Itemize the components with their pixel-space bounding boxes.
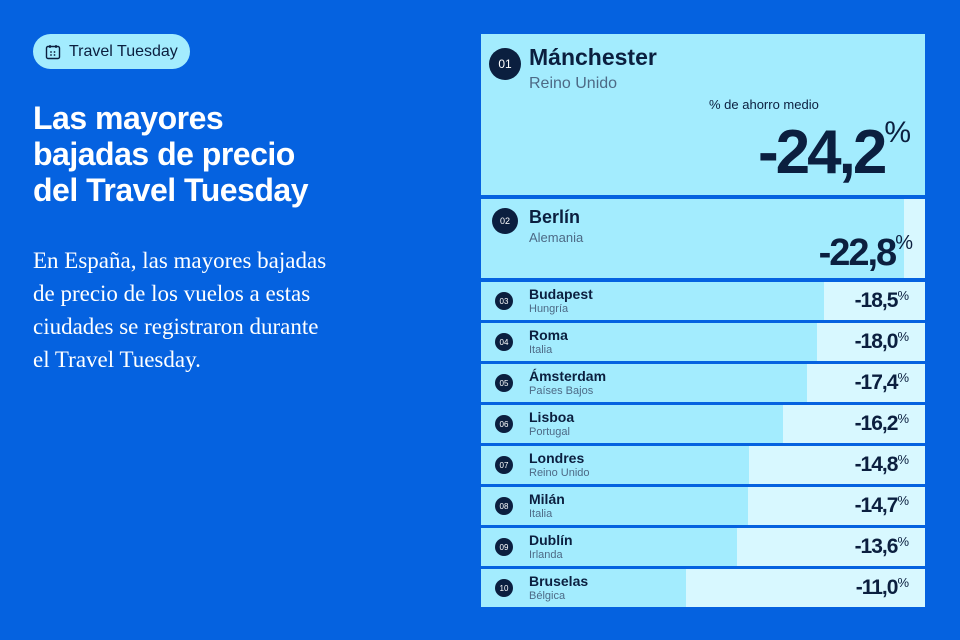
- city-name: Mánchester: [529, 44, 657, 70]
- title-line: bajadas de precio: [33, 136, 295, 172]
- city-name: Lisboa: [529, 409, 575, 425]
- country-name: Bélgica: [529, 590, 566, 602]
- rank-badge: 08: [495, 497, 513, 515]
- bar-fill: [481, 364, 807, 402]
- city-name: Bruselas: [529, 573, 589, 589]
- title-line: del Travel Tuesday: [33, 172, 308, 208]
- savings-value: -22,8%: [818, 232, 913, 274]
- city-name: Budapest: [529, 286, 593, 302]
- city-name: Londres: [529, 450, 585, 466]
- savings-value: -14,8%: [854, 452, 909, 476]
- country-name: Alemania: [529, 230, 584, 245]
- rank-badge: 01: [489, 48, 521, 80]
- country-name: Reino Unido: [529, 75, 618, 92]
- description-line: ciudades se registraron durante: [33, 314, 319, 339]
- city-name: Ámsterdam: [529, 368, 607, 384]
- rank-badge: 07: [495, 456, 513, 474]
- travel-tuesday-tag: Travel Tuesday: [33, 34, 190, 69]
- rank-badge: 05: [495, 374, 513, 392]
- rank-badge: 02: [492, 208, 518, 234]
- rank-badge: 04: [495, 333, 513, 351]
- city-name: Roma: [529, 327, 568, 343]
- calendar-icon: [45, 44, 61, 59]
- rank-badge: 03: [495, 292, 513, 310]
- city-name: Milán: [529, 491, 565, 507]
- title-line: Las mayores: [33, 100, 224, 136]
- bar-fill: [481, 323, 817, 361]
- country-name: Irlanda: [529, 549, 563, 561]
- ranking-row: 07 Londres Reino Unido -14,8%: [481, 446, 925, 484]
- ranking-row: 06 Lisboa Portugal -16,2%: [481, 405, 925, 443]
- ranking-row: 08 Milán Italia -14,7%: [481, 487, 925, 525]
- description-line: de precio de los vuelos a estas: [33, 281, 311, 306]
- country-name: Portugal: [529, 426, 570, 438]
- country-name: Países Bajos: [529, 385, 594, 397]
- page-title: Las mayores bajadas de precio del Travel…: [33, 100, 433, 208]
- ranking-row: 05 Ámsterdam Países Bajos -17,4%: [481, 364, 925, 402]
- rank-badge: 10: [495, 579, 513, 597]
- ranking-row: 01 Mánchester Reino Unido % de ahorro me…: [481, 34, 925, 195]
- bar-fill: [481, 34, 925, 195]
- description: En España, las mayores bajadas de precio…: [33, 244, 433, 376]
- savings-value: -17,4%: [854, 370, 909, 394]
- savings-value: -13,6%: [854, 534, 909, 558]
- city-name: Dublín: [529, 532, 573, 548]
- rank-badge: 09: [495, 538, 513, 556]
- metric-label: % de ahorro medio: [709, 97, 819, 112]
- savings-value: -11,0%: [855, 575, 909, 599]
- bar-fill: [481, 487, 748, 525]
- description-line: el Travel Tuesday.: [33, 347, 201, 372]
- ranking-chart: 01 Mánchester Reino Unido % de ahorro me…: [479, 32, 927, 610]
- rank-badge: 06: [495, 415, 513, 433]
- tag-label: Travel Tuesday: [69, 42, 178, 60]
- city-name: Berlín: [529, 207, 581, 227]
- country-name: Reino Unido: [529, 467, 590, 479]
- bar-fill: [481, 569, 686, 607]
- ranking-row: 09 Dublín Irlanda -13,6%: [481, 528, 925, 566]
- country-name: Italia: [529, 508, 553, 520]
- bar-fill: [481, 528, 737, 566]
- bar-fill: [481, 405, 783, 443]
- bar-fill: [481, 199, 904, 278]
- country-name: Hungría: [529, 303, 569, 315]
- savings-value: -24,2%: [757, 116, 911, 187]
- country-name: Italia: [529, 344, 553, 356]
- savings-value: -18,0%: [854, 329, 909, 353]
- ranking-row: 10 Bruselas Bélgica -11,0%: [481, 569, 925, 607]
- savings-value: -16,2%: [854, 411, 909, 435]
- savings-value: -14,7%: [854, 493, 909, 517]
- ranking-row: 03 Budapest Hungría -18,5%: [481, 282, 925, 320]
- bar-fill: [481, 282, 824, 320]
- description-line: En España, las mayores bajadas: [33, 248, 327, 273]
- ranking-row: 04 Roma Italia -18,0%: [481, 323, 925, 361]
- bar-fill: [481, 446, 749, 484]
- ranking-row: 02 Berlín Alemania -22,8%: [481, 199, 925, 278]
- savings-value: -18,5%: [854, 288, 909, 312]
